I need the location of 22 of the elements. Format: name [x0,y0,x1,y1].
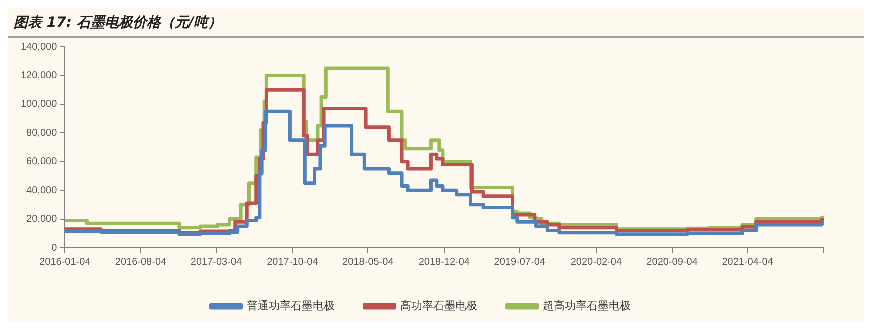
y-tick-label: 40,000 [26,185,58,196]
x-tick-label: 2020-02-04 [570,256,622,268]
y-tick-label: 0 [52,242,58,254]
legend-label: 普通功率石墨电极 [246,299,335,312]
x-tick-label: 2017-10-04 [267,256,319,268]
y-tick-label: 60,000 [26,156,58,168]
x-tick-label: 2020-09-04 [646,256,698,268]
x-tick-label: 2016-01-04 [40,256,92,268]
y-tick-label: 80,000 [26,128,58,139]
x-tick-label: 2017-03-04 [190,256,243,268]
x-tick-label: 2018-05-04 [342,256,394,268]
x-tick-label: 2018-12-04 [418,256,470,268]
chart-title: 图表 17: 石墨电极价格（元/吨） [8,8,864,38]
legend-label: 超高功率石墨电极 [542,299,631,312]
x-tick-label: 2019-07-04 [494,256,546,268]
y-tick-label: 120,000 [20,70,58,82]
legend-label: 高功率石墨电极 [400,299,478,312]
y-tick-label: 100,000 [20,99,58,110]
y-tick-label: 20,000 [26,214,58,226]
x-tick-label: 2016-08-04 [115,256,168,268]
y-tick-label: 140,000 [20,42,58,53]
x-tick-label: 2021-04-04 [722,256,774,268]
